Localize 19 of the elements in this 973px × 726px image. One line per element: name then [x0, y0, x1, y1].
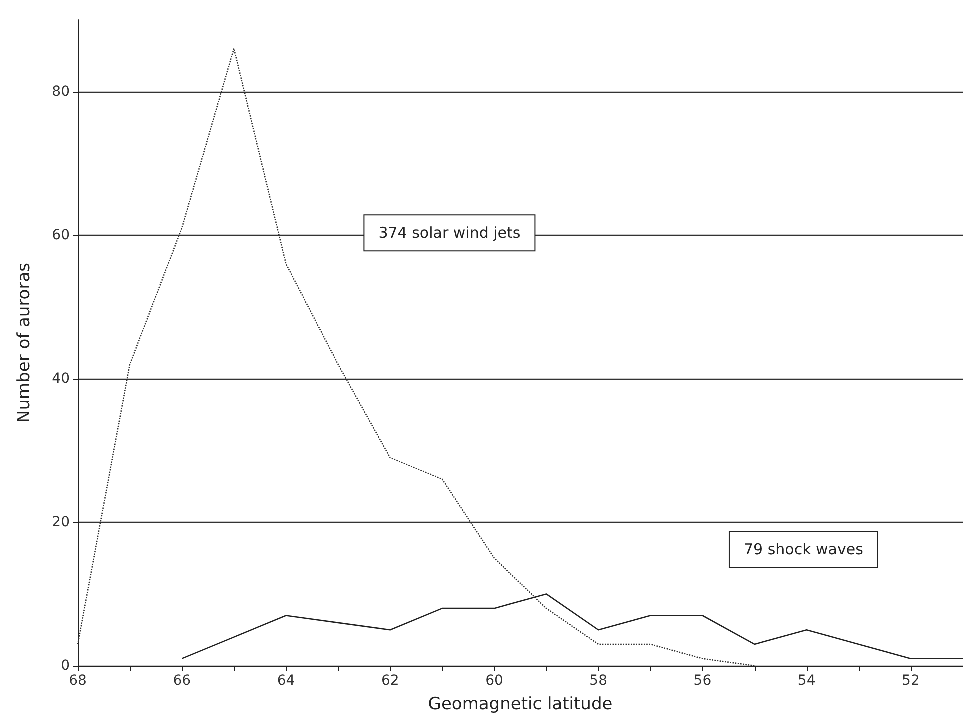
x-tick-label: 58 — [590, 673, 608, 689]
x-tick-label: 52 — [902, 673, 920, 689]
x-tick-label: 64 — [277, 673, 296, 689]
x-tick-label: 66 — [173, 673, 192, 689]
x-axis-title: Geomagnetic latitude — [428, 694, 613, 714]
x-tick-label: 56 — [694, 673, 712, 689]
annotation: 79 shock waves — [744, 540, 864, 559]
x-tick-label: 54 — [798, 673, 816, 689]
y-tick-label: 80 — [52, 84, 70, 100]
y-axis-title: Number of auroras — [14, 262, 34, 423]
y-tick-label: 40 — [52, 370, 70, 387]
y-tick-label: 20 — [52, 514, 70, 530]
y-tick-label: 0 — [61, 658, 70, 674]
x-tick-label: 62 — [381, 673, 400, 689]
x-tick-label: 68 — [69, 673, 87, 689]
annotation: 374 solar wind jets — [378, 224, 521, 242]
x-tick-label: 60 — [486, 673, 504, 689]
y-tick-label: 60 — [52, 227, 70, 244]
line-series — [181, 594, 964, 660]
